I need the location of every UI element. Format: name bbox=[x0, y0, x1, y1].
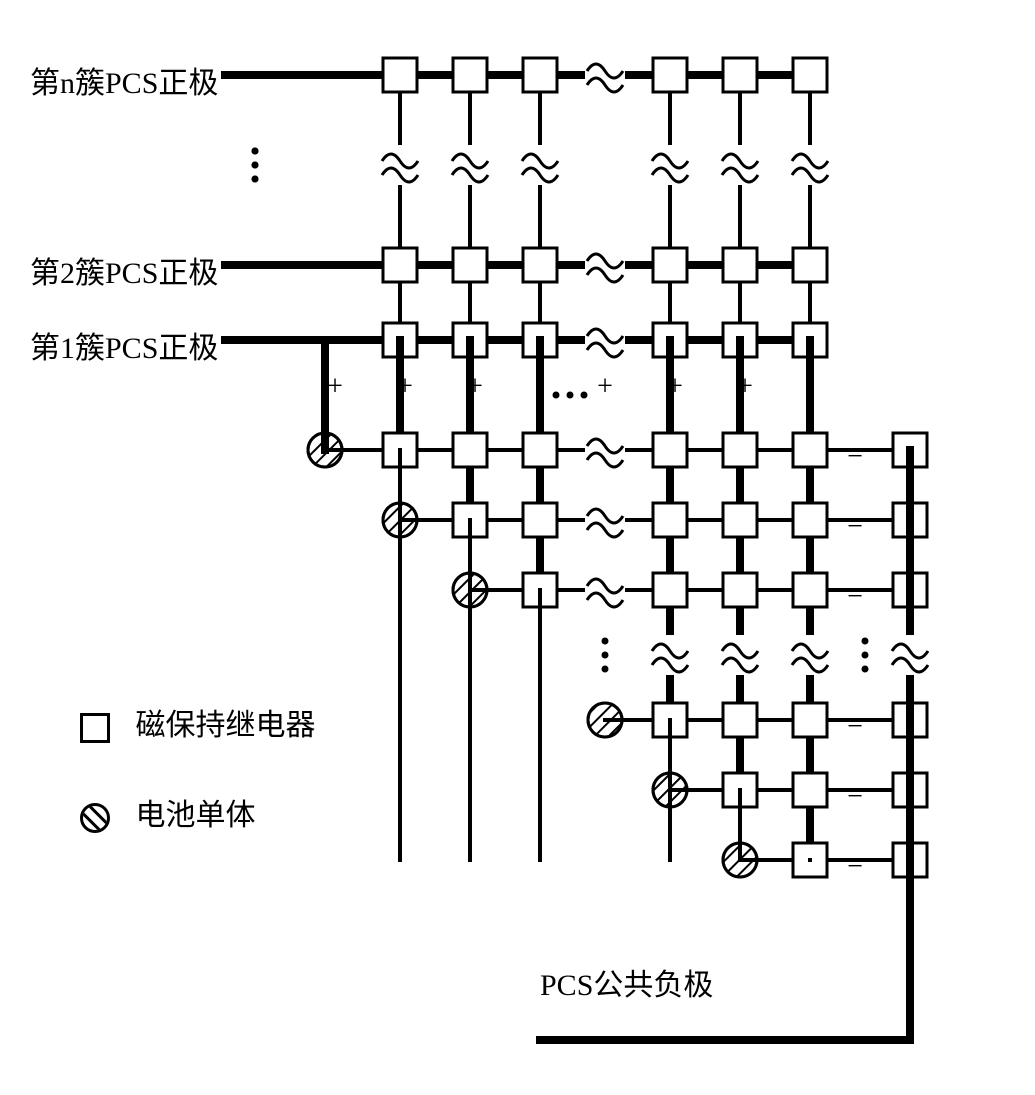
svg-text:−: − bbox=[847, 711, 863, 742]
row-1-label: 第1簇PCS正极 bbox=[30, 323, 218, 367]
svg-text:+: + bbox=[737, 371, 753, 402]
svg-text:−: − bbox=[847, 511, 863, 542]
row-n-label: 第n簇PCS正极 bbox=[30, 58, 218, 102]
cell-icon bbox=[80, 803, 110, 833]
legend-cell: 电池单体 bbox=[80, 790, 256, 834]
svg-text:−: − bbox=[847, 781, 863, 812]
svg-text:−: − bbox=[847, 441, 863, 472]
svg-text:+: + bbox=[597, 371, 613, 402]
svg-text:−: − bbox=[847, 851, 863, 882]
row-2-label: 第2簇PCS正极 bbox=[30, 248, 218, 292]
svg-text:+: + bbox=[327, 371, 343, 402]
neg-bus-label: PCS公共负极 bbox=[540, 960, 713, 1004]
svg-text:+: + bbox=[397, 371, 413, 402]
legend-relay: 磁保持继电器 bbox=[80, 700, 316, 744]
legend-relay-text: 磁保持继电器 bbox=[136, 709, 316, 742]
relay-icon bbox=[80, 713, 110, 743]
svg-text:+: + bbox=[667, 371, 683, 402]
svg-text:+: + bbox=[467, 371, 483, 402]
svg-text:−: − bbox=[847, 581, 863, 612]
legend-cell-text: 电池单体 bbox=[136, 799, 256, 832]
circuit-diagram: + + + + + + − − − − − − bbox=[0, 0, 1035, 1095]
